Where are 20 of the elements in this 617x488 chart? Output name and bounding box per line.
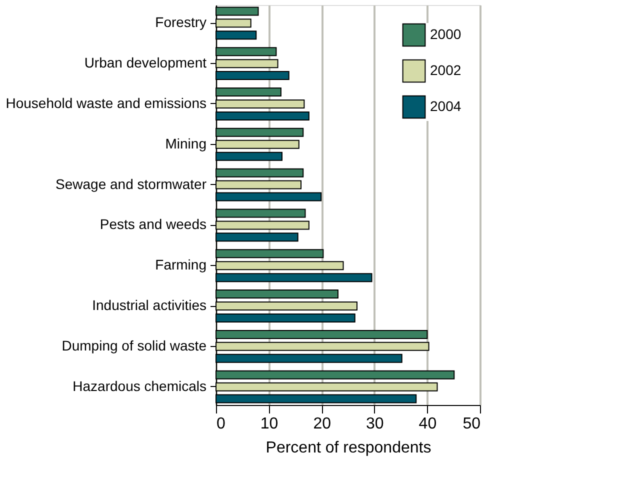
legend-label: 2000 bbox=[430, 26, 462, 42]
y-tick-label: Hazardous chemicals bbox=[72, 378, 206, 394]
x-tick-label: 40 bbox=[418, 416, 437, 432]
y-tick-label: Dumping of solid waste bbox=[62, 337, 207, 354]
x-axis-title: Percent of respondents bbox=[266, 440, 432, 456]
legend-label: 2004 bbox=[430, 98, 462, 114]
y-tick-label: Farming bbox=[155, 256, 206, 273]
x-tick-label: 10 bbox=[260, 416, 278, 432]
y-tick-label: Sewage and stormwater bbox=[56, 176, 207, 192]
x-tick-label: 30 bbox=[366, 416, 384, 432]
y-tick-label: Urban development bbox=[84, 54, 207, 71]
y-tick-label: Household waste and emissions bbox=[6, 94, 206, 111]
y-tick-label: Mining bbox=[165, 135, 206, 152]
legend-label: 2002 bbox=[430, 62, 462, 78]
x-tick-label: 0 bbox=[216, 416, 226, 432]
x-tick-label: 20 bbox=[313, 416, 332, 432]
y-tick-label: Industrial activities bbox=[92, 297, 206, 314]
y-tick-label: Pests and weeds bbox=[100, 216, 206, 232]
x-tick-label: 50 bbox=[462, 416, 481, 432]
y-tick-label: Forestry bbox=[155, 14, 206, 30]
